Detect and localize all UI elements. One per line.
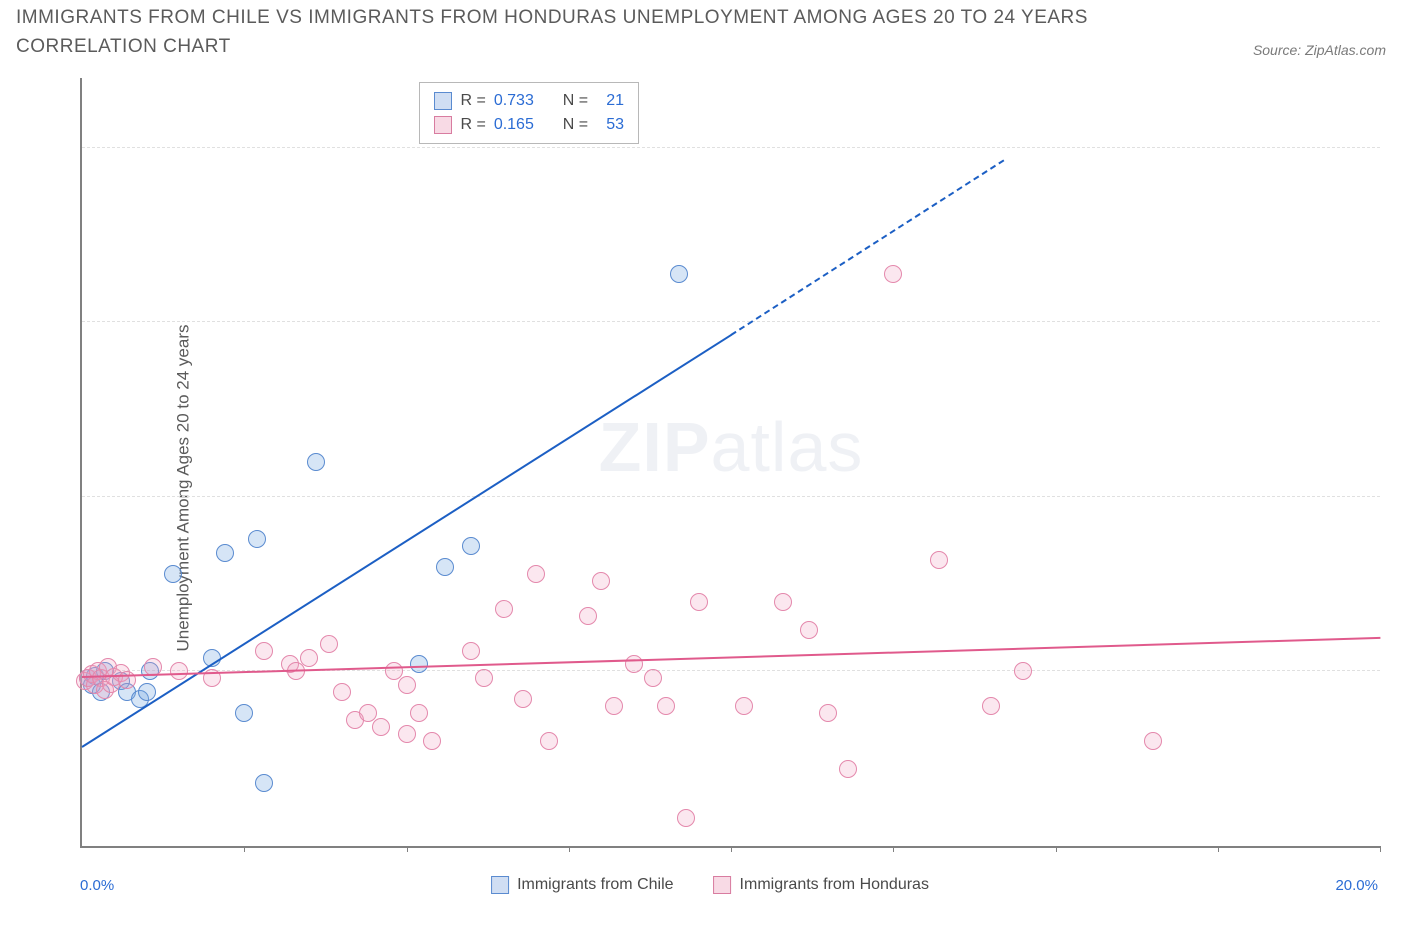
data-point-honduras <box>735 697 753 715</box>
gridline <box>82 496 1380 497</box>
data-point-honduras <box>320 635 338 653</box>
data-point-honduras <box>540 732 558 750</box>
data-point-honduras <box>495 600 513 618</box>
trendline <box>82 637 1380 678</box>
chart-area: Unemployment Among Ages 20 to 24 years Z… <box>30 78 1390 898</box>
data-point-honduras <box>982 697 1000 715</box>
watermark: ZIPatlas <box>599 407 864 487</box>
legend-swatch <box>714 876 732 894</box>
data-point-chile <box>164 565 182 583</box>
data-point-honduras <box>774 593 792 611</box>
data-point-honduras <box>605 697 623 715</box>
data-point-honduras <box>423 732 441 750</box>
trendline-extrapolated <box>730 160 1004 336</box>
y-tick-label: 37.5% <box>1390 314 1406 331</box>
data-point-honduras <box>398 725 416 743</box>
data-point-chile <box>410 655 428 673</box>
data-point-honduras <box>819 704 837 722</box>
x-tick <box>244 846 245 852</box>
data-point-honduras <box>884 265 902 283</box>
legend-label: Immigrants from Honduras <box>740 876 929 894</box>
data-point-honduras <box>410 704 428 722</box>
data-point-honduras <box>839 760 857 778</box>
data-point-honduras <box>644 669 662 687</box>
series-swatch <box>434 92 452 110</box>
x-tick <box>893 846 894 852</box>
data-point-honduras <box>514 690 532 708</box>
data-point-honduras <box>462 642 480 660</box>
data-point-chile <box>138 683 156 701</box>
data-point-honduras <box>333 683 351 701</box>
data-point-chile <box>670 265 688 283</box>
data-point-chile <box>248 530 266 548</box>
n-value: 21 <box>596 89 624 113</box>
data-point-honduras <box>372 718 390 736</box>
x-tick <box>569 846 570 852</box>
data-point-honduras <box>690 593 708 611</box>
data-point-honduras <box>800 621 818 639</box>
x-axis-max-label: 20.0% <box>1335 877 1378 894</box>
stats-legend: R = 0.733 N = 21R = 0.165 N = 53 <box>419 82 639 144</box>
plot-region: ZIPatlas 12.5%25.0%37.5%50.0%R = 0.733 N… <box>80 78 1380 848</box>
data-point-honduras <box>677 809 695 827</box>
source-attribution: Source: ZipAtlas.com <box>1253 42 1386 58</box>
gridline <box>82 321 1380 322</box>
n-value: 53 <box>596 113 624 137</box>
data-point-honduras <box>1144 732 1162 750</box>
data-point-honduras <box>170 662 188 680</box>
data-point-honduras <box>657 697 675 715</box>
x-tick <box>1218 846 1219 852</box>
chart-title: IMMIGRANTS FROM CHILE VS IMMIGRANTS FROM… <box>16 4 1206 61</box>
r-value: 0.733 <box>494 89 546 113</box>
data-point-chile <box>307 453 325 471</box>
series-swatch <box>434 116 452 134</box>
legend-item: Immigrants from Chile <box>491 876 673 894</box>
data-point-honduras <box>475 669 493 687</box>
x-tick <box>1380 846 1381 852</box>
data-point-honduras <box>579 607 597 625</box>
data-point-chile <box>216 544 234 562</box>
data-point-chile <box>462 537 480 555</box>
data-point-honduras <box>592 572 610 590</box>
y-tick-label: 25.0% <box>1390 488 1406 505</box>
stats-row: R = 0.733 N = 21 <box>434 89 624 113</box>
data-point-chile <box>255 774 273 792</box>
data-point-honduras <box>527 565 545 583</box>
x-tick <box>1056 846 1057 852</box>
data-point-honduras <box>300 649 318 667</box>
legend-label: Immigrants from Chile <box>517 876 673 894</box>
x-tick <box>407 846 408 852</box>
gridline <box>82 147 1380 148</box>
legend-swatch <box>491 876 509 894</box>
y-tick-label: 12.5% <box>1390 663 1406 680</box>
x-tick <box>731 846 732 852</box>
legend-item: Immigrants from Honduras <box>714 876 929 894</box>
data-point-chile <box>436 558 454 576</box>
bottom-legend: Immigrants from Chile Immigrants from Hon… <box>491 876 929 894</box>
stats-row: R = 0.165 N = 53 <box>434 113 624 137</box>
data-point-honduras <box>398 676 416 694</box>
data-point-honduras <box>1014 662 1032 680</box>
data-point-honduras <box>255 642 273 660</box>
data-point-chile <box>235 704 253 722</box>
data-point-honduras <box>930 551 948 569</box>
r-value: 0.165 <box>494 113 546 137</box>
y-tick-label: 50.0% <box>1390 139 1406 156</box>
x-axis-min-label: 0.0% <box>80 877 114 894</box>
